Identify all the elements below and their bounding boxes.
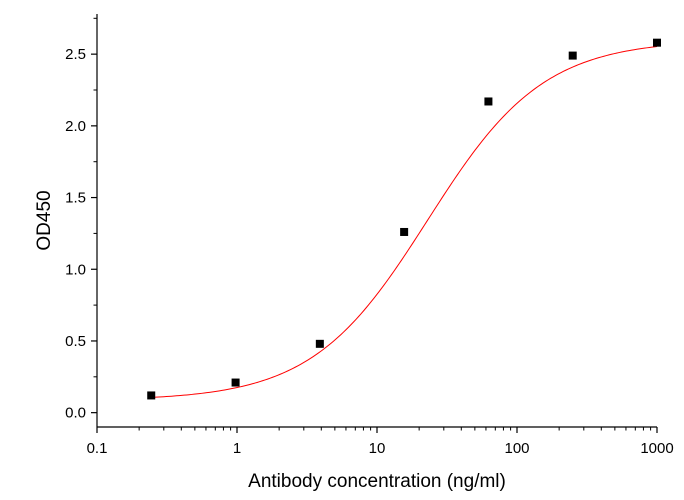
x-tick-label: 1000: [640, 440, 673, 457]
fit-curve-layer: [151, 46, 658, 398]
x-tick-label: 100: [504, 440, 529, 457]
x-tick-label: 10: [369, 440, 386, 457]
y-tick-label: 2.0: [65, 118, 86, 135]
y-tick-label: 0.0: [65, 405, 86, 422]
data-point: [568, 51, 577, 60]
data-point: [147, 391, 156, 400]
x-tick-label: 1: [233, 440, 241, 457]
fit-curve: [151, 46, 658, 398]
x-tick-label: 0.1: [87, 440, 108, 457]
data-point: [653, 38, 661, 47]
y-tick-label: 0.5: [65, 333, 86, 350]
data-point: [400, 227, 409, 236]
x-axis-title: Antibody concentration (ng/ml): [248, 471, 506, 492]
y-tick-label: 2.5: [65, 46, 86, 63]
y-axis-title: OD450: [34, 190, 55, 250]
axes: 0.1 1 10 100 1000 0.0 0.5 1.0 1.5 2.0 2.5: [65, 14, 674, 457]
data-point: [315, 339, 324, 348]
data-point: [484, 97, 493, 106]
data-points-layer: [147, 38, 661, 400]
data-point: [231, 378, 240, 387]
y-tick-label: 1.5: [65, 190, 86, 207]
y-tick-label: 1.0: [65, 261, 86, 278]
